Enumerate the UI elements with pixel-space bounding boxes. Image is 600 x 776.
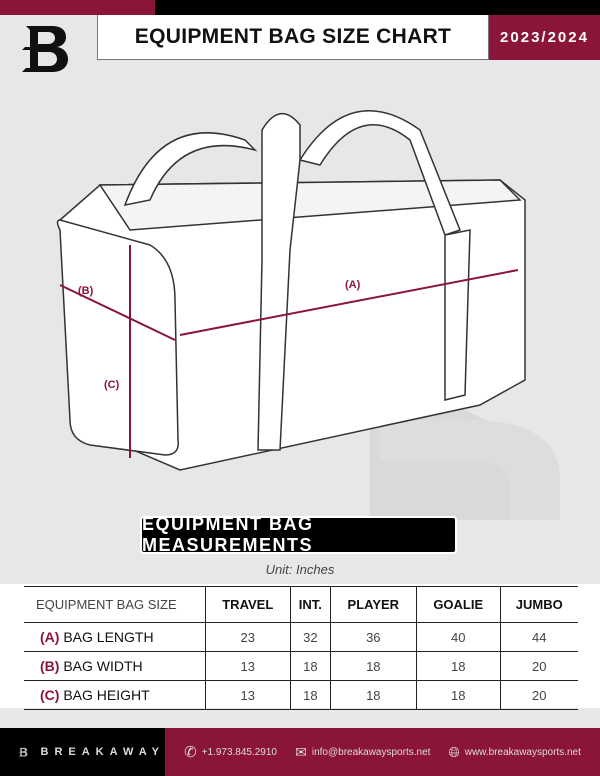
logo-b-icon [22,26,68,72]
label-b: (B) [78,285,94,297]
col-header: INT. [290,586,331,623]
row-label: BAG LENGTH [63,629,154,645]
row-letter: (A) [40,629,60,645]
page-title: EQUIPMENT BAG SIZE CHART [97,15,489,60]
cell: 18 [290,651,331,681]
unit-label: Unit: Inches [265,562,335,577]
cell: 44 [532,629,547,645]
footer-brand: BREAKAWAY [0,728,165,776]
cell: 13 [205,651,292,681]
cell: 36 [330,622,417,652]
top-accent-bar [0,0,155,15]
size-table: EQUIPMENT BAG SIZE TRAVEL INT. PLAYER GO… [24,586,578,710]
bag-diagram: (A) (B) (C) [56,110,560,520]
col-header: GOALIE [416,586,501,623]
table-row: (C) BAG HEIGHT 13 18 18 18 20 [24,680,578,710]
cell: 18 [416,651,501,681]
cell: 20 [532,687,547,703]
section-title: EQUIPMENT BAG MEASUREMENTS [142,514,455,555]
website-link[interactable]: www.breakawaysports.net [464,746,581,758]
table-row: (A) BAG LENGTH 23 32 36 40 44 [24,622,578,652]
table-header-row: EQUIPMENT BAG SIZE TRAVEL INT. PLAYER GO… [24,586,578,623]
label-c: (C) [104,379,120,391]
footer-contact: ✆ +1.973.845.2910 ✉ info@breakawaysports.n… [165,728,600,776]
cell: 18 [330,651,417,681]
email-link[interactable]: info@breakawaysports.net [311,746,431,758]
row-label: BAG HEIGHT [63,687,150,703]
cell: 40 [416,622,501,652]
corner-header: EQUIPMENT BAG SIZE [24,586,206,623]
row-label: BAG WIDTH [63,658,143,674]
cell: 18 [290,680,331,710]
cell: 13 [205,680,292,710]
season-badge: 2023/2024 [489,15,600,60]
cell: 20 [532,658,547,674]
phone-icon: ✆ [184,744,197,761]
cell: 23 [205,622,292,652]
brand-name: BREAKAWAY [40,746,165,758]
cell: 32 [290,622,331,652]
col-header: JUMBO [515,597,563,612]
label-a: (A) [345,279,361,291]
cell: 18 [416,680,501,710]
top-black-bar [155,0,600,15]
globe-icon: 🌐︎ [448,743,460,760]
table-row: (B) BAG WIDTH 13 18 18 18 20 [24,651,578,681]
mail-icon: ✉ [295,743,307,760]
row-letter: (B) [40,658,60,674]
col-header: PLAYER [330,586,417,623]
col-header: TRAVEL [205,586,292,623]
phone-number[interactable]: +1.973.845.2910 [201,746,277,758]
row-letter: (C) [40,687,60,703]
cell: 18 [330,680,417,710]
logo-b-icon [18,747,28,757]
